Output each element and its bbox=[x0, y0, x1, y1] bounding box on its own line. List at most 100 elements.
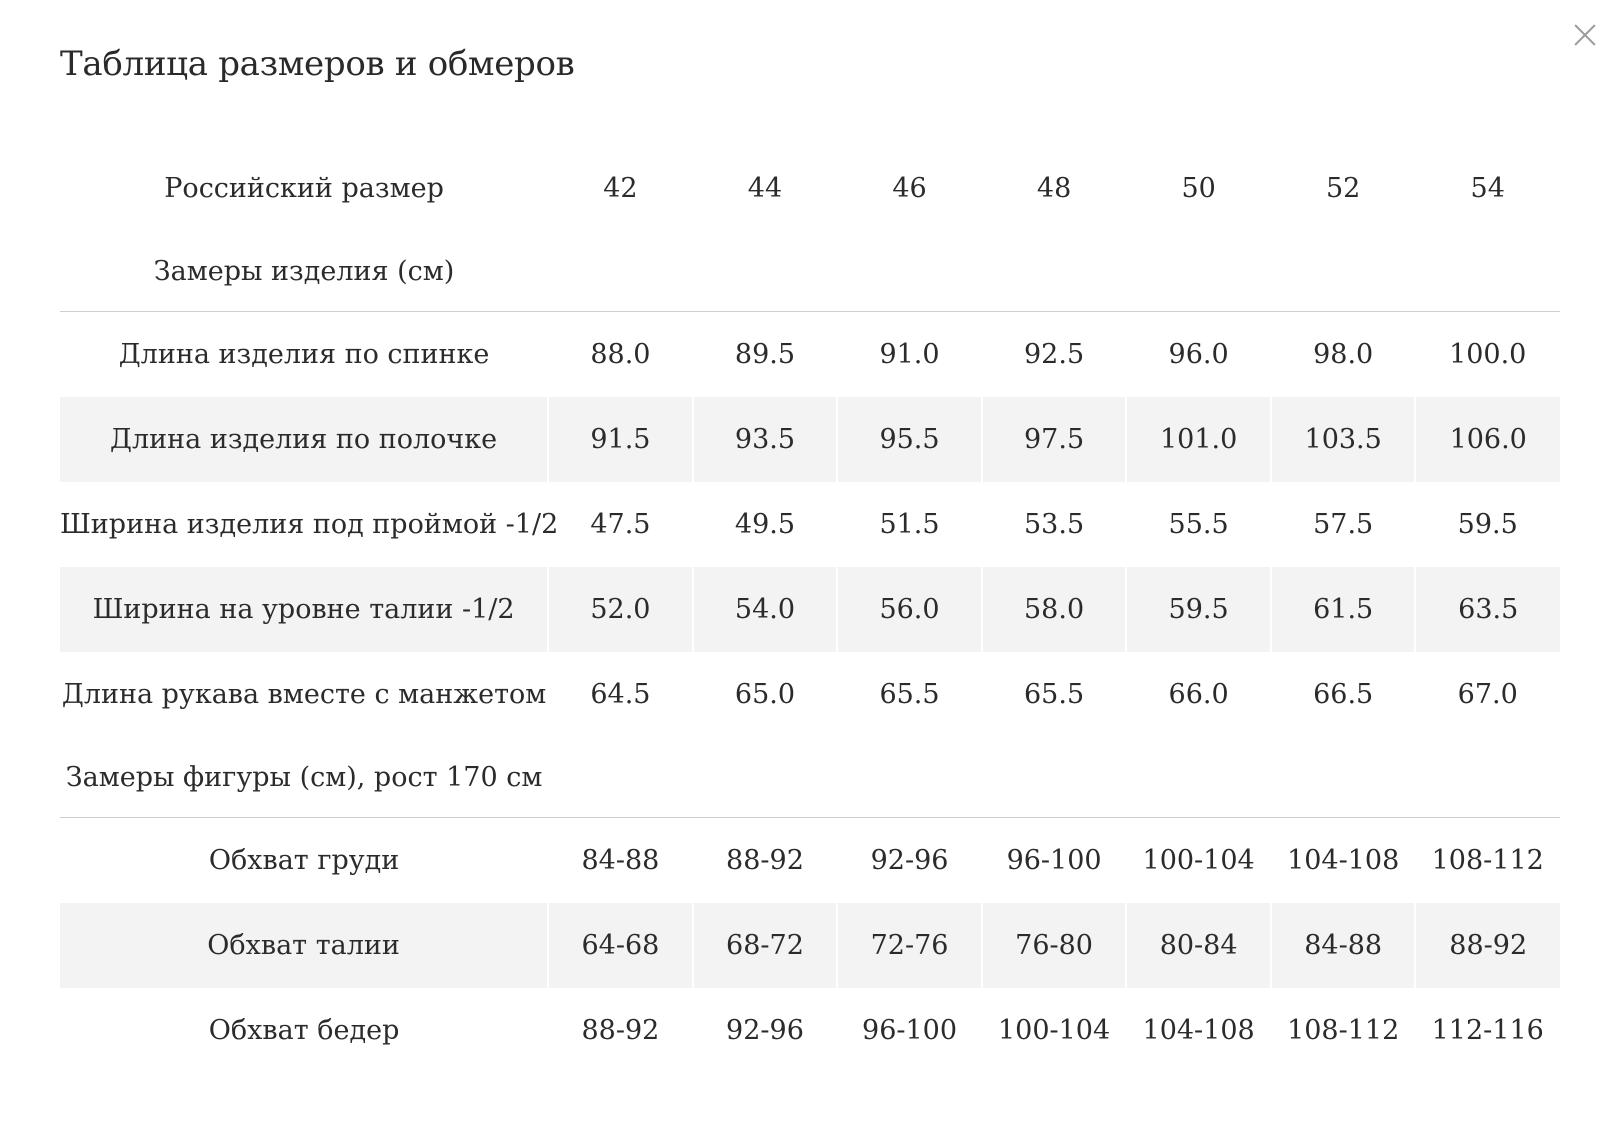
close-icon[interactable] bbox=[1570, 20, 1600, 50]
modal-title: Таблица размеров и обмеров bbox=[60, 44, 575, 84]
table-cell: 59.5 bbox=[1125, 567, 1271, 652]
table-cell: 103.5 bbox=[1269, 397, 1416, 482]
table-cell: 65.5 bbox=[1024, 679, 1085, 710]
table-cell: 88.0 bbox=[590, 339, 651, 370]
row-label: Обхват груди bbox=[208, 845, 400, 876]
row-label: Длина изделия по полочке bbox=[60, 397, 549, 482]
table-cell: 98.0 bbox=[1313, 339, 1374, 370]
section-spacer bbox=[837, 737, 982, 818]
table-cell: 68-72 bbox=[691, 903, 838, 988]
header-row: Российский размер 42 44 46 48 50 52 54 bbox=[60, 146, 1560, 231]
header-label: Российский размер bbox=[164, 173, 444, 204]
row-label: Длина изделия по спинке bbox=[118, 339, 490, 370]
table-cell: 92-96 bbox=[870, 845, 949, 876]
size-header: 54 bbox=[1470, 173, 1505, 204]
table-cell: 92-96 bbox=[726, 1015, 804, 1046]
table-cell: 89.5 bbox=[734, 339, 796, 370]
section-spacer bbox=[548, 231, 693, 312]
table-cell: 95.5 bbox=[836, 397, 982, 482]
table-cell: 47.5 bbox=[590, 509, 651, 540]
table-cell: 64-68 bbox=[547, 903, 693, 988]
table-cell: 51.5 bbox=[879, 509, 940, 540]
table-cell: 91.5 bbox=[547, 397, 693, 482]
size-header: 48 bbox=[1036, 173, 1072, 204]
section-title: Замеры изделия (см) bbox=[60, 231, 549, 312]
table-cell: 63.5 bbox=[1414, 567, 1560, 652]
table-cell: 55.5 bbox=[1168, 509, 1229, 540]
table-cell: 97.5 bbox=[980, 397, 1127, 482]
row-label: Длина рукава вместе с манжетом bbox=[61, 679, 547, 710]
table-cell: 49.5 bbox=[734, 509, 796, 540]
row-label: Обхват бедер bbox=[208, 1015, 400, 1046]
section-spacer bbox=[1126, 737, 1271, 818]
table-row: Обхват талии 64-68 68-72 72-76 76-80 80-84 84-… bbox=[60, 903, 1560, 988]
table-cell: 92.5 bbox=[1024, 339, 1085, 370]
table-cell: 64.5 bbox=[590, 679, 651, 710]
table-cell: 66.0 bbox=[1168, 679, 1229, 710]
size-header: 52 bbox=[1325, 173, 1361, 204]
table-cell: 104-108 bbox=[1287, 845, 1400, 876]
row-label: Обхват талии bbox=[60, 903, 549, 988]
table-cell: 76-80 bbox=[980, 903, 1127, 988]
table-row: Длина рукава вместе с манжетом 64.5 65.0 65… bbox=[60, 652, 1560, 737]
table-cell: 101.0 bbox=[1125, 397, 1271, 482]
table-cell: 65.5 bbox=[879, 679, 940, 710]
table-cell: 100-104 bbox=[997, 1015, 1111, 1046]
section-title: Замеры фигуры (см), рост 170 см bbox=[60, 737, 549, 818]
table-cell: 57.5 bbox=[1313, 509, 1374, 540]
table-row: Длина изделия по спинке 88.0 89.5 91.0 92.5 9… bbox=[60, 312, 1560, 398]
table-cell: 100.0 bbox=[1449, 339, 1527, 370]
table-cell: 65.0 bbox=[734, 679, 796, 710]
table-cell: 88-92 bbox=[726, 845, 804, 876]
table-row: Длина изделия по полочке 91.5 93.5 95.5 97.5… bbox=[60, 397, 1560, 482]
table-row: Обхват груди 84-88 88-92 92-96 96-100 100-104… bbox=[60, 818, 1560, 904]
table-cell: 53.5 bbox=[1024, 509, 1085, 540]
table-cell: 72-76 bbox=[836, 903, 982, 988]
section-spacer bbox=[1415, 231, 1560, 312]
section-spacer bbox=[692, 231, 838, 312]
table-cell: 100-104 bbox=[1142, 845, 1255, 876]
table-cell: 59.5 bbox=[1457, 509, 1518, 540]
table-cell: 56.0 bbox=[836, 567, 982, 652]
table-cell: 108-112 bbox=[1287, 1015, 1400, 1046]
section-spacer bbox=[981, 737, 1127, 818]
table-cell: 66.5 bbox=[1313, 679, 1374, 710]
table-cell: 91.0 bbox=[879, 339, 940, 370]
table-cell: 54.0 bbox=[691, 567, 838, 652]
table-cell: 88-92 bbox=[581, 1015, 660, 1046]
table-cell: 88-92 bbox=[1414, 903, 1560, 988]
table-cell: 84-88 bbox=[1269, 903, 1416, 988]
table-cell: 61.5 bbox=[1269, 567, 1416, 652]
table-cell: 58.0 bbox=[980, 567, 1127, 652]
table-cell: 84-88 bbox=[581, 845, 660, 876]
table-row: Ширина на уровне талии -1/2 52.0 54.0 56.0 5… bbox=[60, 567, 1560, 652]
size-header: 46 bbox=[892, 173, 927, 204]
table-cell: 52.0 bbox=[547, 567, 693, 652]
section-spacer bbox=[1126, 231, 1271, 312]
section-spacer bbox=[1270, 231, 1416, 312]
table-cell: 106.0 bbox=[1414, 397, 1560, 482]
section-spacer bbox=[548, 737, 693, 818]
size-header: 50 bbox=[1181, 173, 1216, 204]
table-cell: 104-108 bbox=[1142, 1015, 1255, 1046]
section-spacer bbox=[837, 231, 982, 312]
size-header: 44 bbox=[747, 173, 783, 204]
table-cell: 80-84 bbox=[1125, 903, 1271, 988]
table-cell: 96-100 bbox=[862, 1015, 958, 1046]
size-header: 42 bbox=[603, 173, 638, 204]
section-spacer bbox=[981, 231, 1127, 312]
section-spacer bbox=[692, 737, 838, 818]
size-table: Российский размер 42 44 46 48 50 52 54 З… bbox=[60, 146, 1560, 1073]
table-cell: 96.0 bbox=[1168, 339, 1229, 370]
table-cell: 67.0 bbox=[1457, 679, 1518, 710]
row-label: Ширина на уровне талии -1/2 bbox=[60, 567, 549, 652]
table-cell: 108-112 bbox=[1431, 845, 1544, 876]
table-row: Ширина изделия под проймой -1/2 47.5 49.5 5… bbox=[60, 482, 1560, 567]
section-spacer bbox=[1270, 737, 1416, 818]
section-row: Замеры фигуры (см), рост 170 см bbox=[60, 737, 1560, 818]
table-cell: 112-116 bbox=[1431, 1015, 1544, 1046]
section-row: Замеры изделия (см) bbox=[60, 231, 1560, 312]
section-spacer bbox=[1415, 737, 1560, 818]
row-label: Ширина изделия под проймой -1/2 bbox=[60, 509, 559, 540]
